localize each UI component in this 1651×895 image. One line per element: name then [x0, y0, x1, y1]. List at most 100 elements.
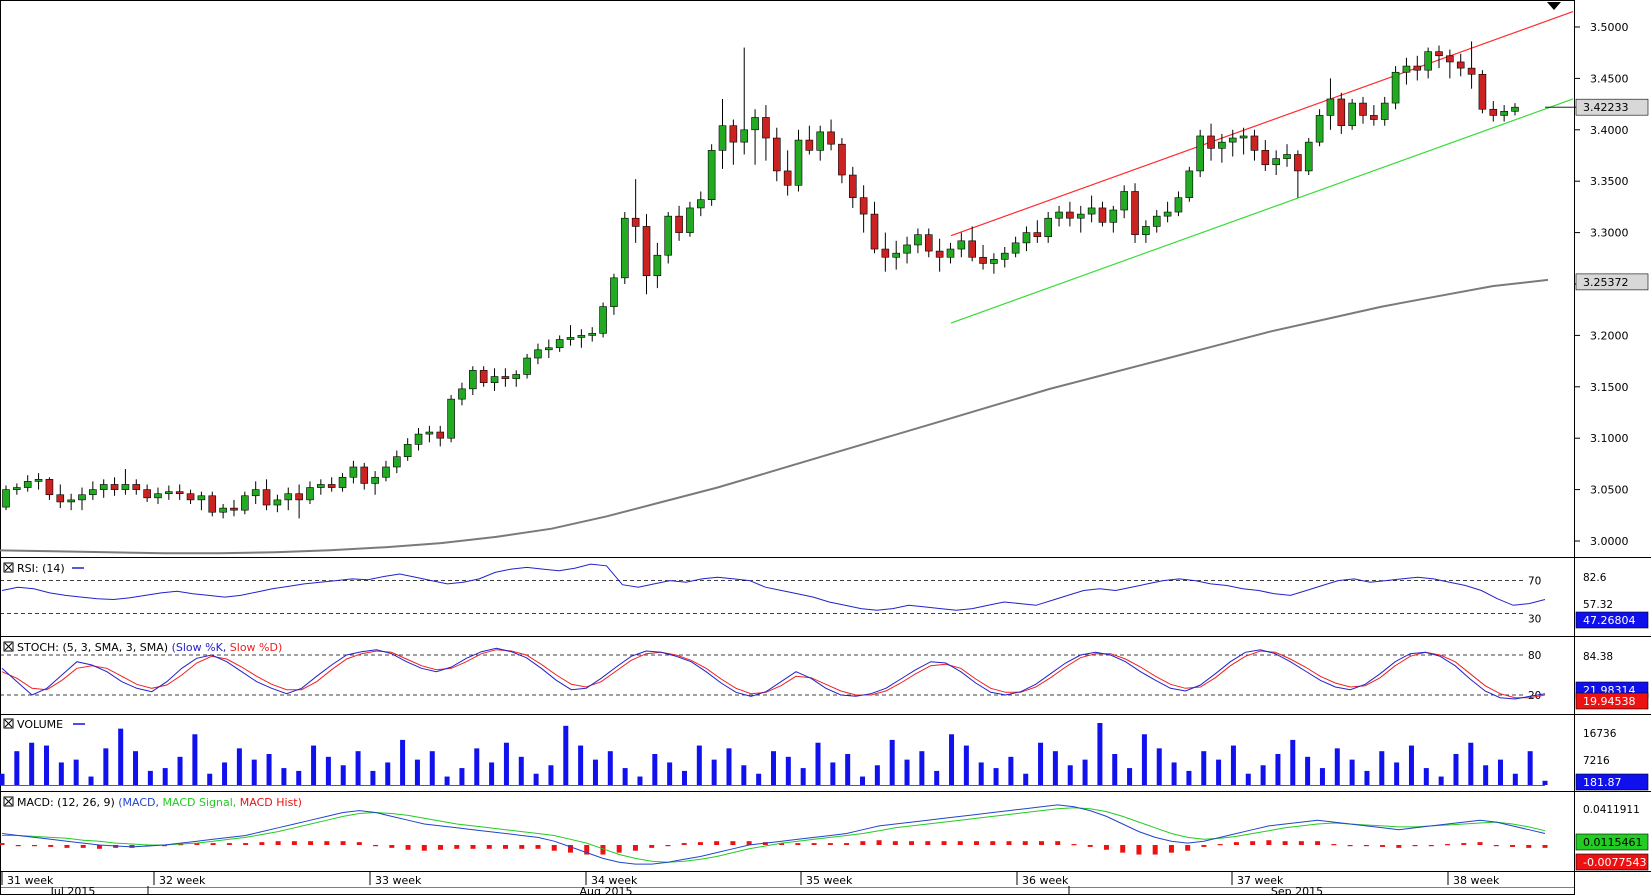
- candle: [186, 489, 195, 504]
- candle-body: [881, 248, 890, 258]
- macd-hist-bar: [1201, 845, 1207, 847]
- candle-body: [273, 499, 282, 506]
- candle-body: [251, 489, 260, 497]
- volume-bar: [1023, 773, 1029, 785]
- candle: [403, 438, 412, 461]
- macd-hist-bar: [161, 845, 167, 847]
- rsi-value-box-text: 47.26804: [1583, 614, 1636, 627]
- ma-value-box-bg: [1575, 273, 1649, 291]
- volume-bar: [563, 725, 569, 785]
- candle-body: [1456, 61, 1465, 69]
- channel-lower-line[interactable]: [950, 98, 1574, 324]
- candle: [1500, 105, 1508, 122]
- candle-body: [751, 117, 759, 131]
- volume-bar: [1364, 770, 1370, 785]
- candle: [696, 191, 705, 217]
- volume-bar: [281, 768, 287, 785]
- macd-hist-bar: [308, 841, 314, 845]
- stoch-legend-k: (Slow %K,: [172, 641, 227, 654]
- candle: [935, 238, 944, 272]
- month-label: Sep 2015: [1271, 885, 1323, 895]
- stoch-k-line: [1, 647, 1546, 700]
- candle: [859, 185, 868, 233]
- macd-axis-label: 0.0411911: [1583, 804, 1640, 816]
- candle: [512, 370, 521, 387]
- macd-hist-bar: [1380, 845, 1386, 847]
- candle-body: [1391, 71, 1400, 104]
- volume-bar: [1097, 723, 1103, 785]
- candle-body: [914, 234, 922, 246]
- candle: [881, 232, 890, 272]
- volume-bar: [340, 765, 346, 785]
- candle: [838, 138, 846, 184]
- candle: [262, 479, 271, 511]
- channel-upper-line[interactable]: [950, 11, 1574, 237]
- price-tick-label: 3.3500: [1590, 175, 1629, 188]
- price-tick-label: 3.2000: [1590, 329, 1629, 342]
- candle-body: [458, 388, 466, 400]
- volume-bar: [904, 759, 910, 785]
- candle: [241, 491, 249, 515]
- candle-body: [1185, 170, 1194, 198]
- macd-hist-bar: [892, 841, 898, 845]
- candle-body: [762, 117, 770, 139]
- candle: [903, 236, 911, 264]
- volume-bar: [1483, 765, 1489, 785]
- candle-body: [772, 137, 781, 172]
- candle-body: [34, 479, 43, 482]
- candle-body: [490, 376, 499, 383]
- candle-body: [1359, 102, 1367, 116]
- candle-body: [838, 143, 846, 176]
- macd-hist-bar: [1298, 841, 1304, 845]
- macd-hist-bar: [1233, 842, 1239, 845]
- macd-hist-bar: [1217, 844, 1223, 846]
- candle: [1467, 41, 1476, 89]
- candle: [1207, 123, 1215, 161]
- close-icon: [4, 719, 13, 728]
- macd-hist-bar: [1347, 845, 1353, 847]
- candle-body: [382, 466, 390, 478]
- candle-body: [805, 139, 814, 151]
- candle-body: [523, 357, 531, 375]
- scroll-end-icon[interactable]: [1547, 2, 1561, 10]
- volume-axis-label: 7216: [1583, 755, 1610, 767]
- macd-hist-bar: [1461, 843, 1467, 845]
- candle: [610, 273, 618, 315]
- macd-hist-bar: [1087, 845, 1093, 847]
- candle: [599, 302, 607, 338]
- volume-value-box-text: 181.87: [1583, 776, 1622, 789]
- macd-signal-value-box: 0.0115461: [1575, 833, 1649, 851]
- candle: [273, 494, 282, 513]
- macd-hist-bar: [1038, 841, 1044, 845]
- candle-body: [1402, 65, 1411, 73]
- candle-body: [1022, 232, 1031, 244]
- candle-body: [306, 487, 314, 501]
- candle-body: [1446, 55, 1454, 63]
- candle-body: [1207, 135, 1215, 149]
- candle-body: [1326, 98, 1335, 116]
- macd-hist-bar: [243, 843, 249, 845]
- macd-signal-line: [2, 807, 1546, 863]
- candle-body: [186, 493, 195, 501]
- macd-hist-bar: [226, 843, 232, 845]
- candle-body: [154, 493, 162, 499]
- stoch-d-line: [1, 649, 1546, 699]
- candle-body: [935, 250, 944, 258]
- candlesticks: [2, 41, 1519, 519]
- price-tick-label: 3.1500: [1590, 381, 1629, 394]
- volume-bar: [147, 770, 153, 785]
- candle-body: [1435, 51, 1443, 57]
- candle: [566, 325, 575, 346]
- volume-bar: [1394, 762, 1400, 785]
- volume-bar: [1082, 759, 1088, 785]
- volume-bar: [667, 762, 673, 785]
- candle-body: [1315, 115, 1324, 143]
- trend-channel[interactable]: [950, 11, 1574, 324]
- macd-hist-bar: [389, 845, 395, 848]
- macd-hist-bar: [681, 843, 687, 845]
- volume-bar: [1008, 756, 1014, 785]
- candle: [979, 244, 987, 270]
- candle-body: [1467, 67, 1476, 75]
- volume-bar: [1334, 748, 1340, 785]
